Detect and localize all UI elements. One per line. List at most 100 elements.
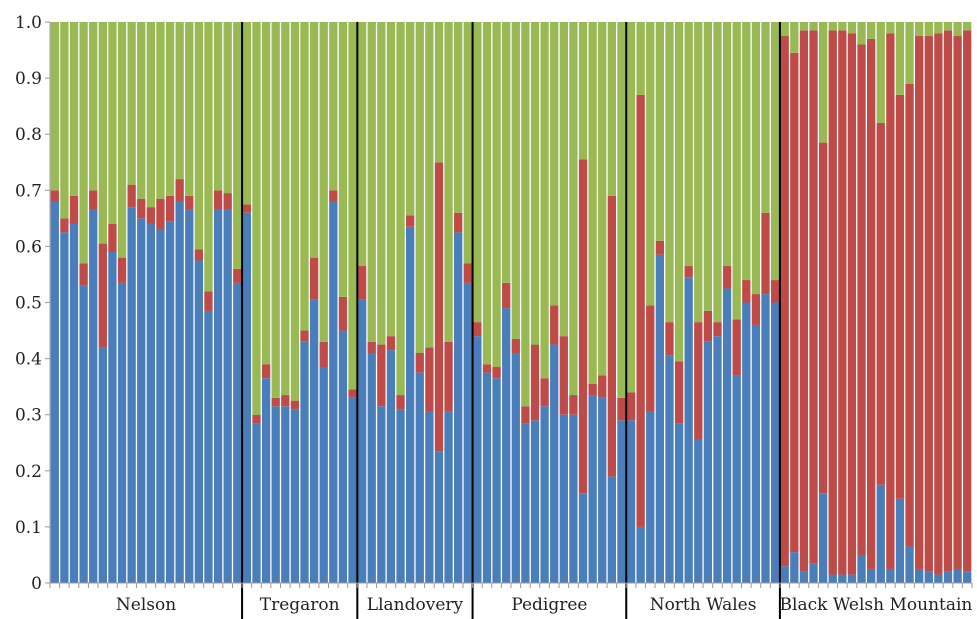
bar-segment-blue bbox=[50, 201, 59, 583]
bar-segment-blue bbox=[377, 406, 386, 583]
bar-segment-green bbox=[434, 22, 444, 163]
bar-segment-red bbox=[867, 38, 876, 569]
bar-segment-red bbox=[444, 341, 453, 412]
bar-segment-blue bbox=[165, 221, 175, 583]
y-tick-label: 0.8 bbox=[15, 125, 42, 145]
bar-segment-red bbox=[377, 344, 386, 407]
bar-segment-green bbox=[156, 22, 165, 199]
bar-segment-blue bbox=[809, 563, 818, 583]
bar-segment-blue bbox=[185, 209, 194, 583]
bar-segment-red bbox=[617, 397, 626, 421]
bar-segment-red bbox=[963, 30, 972, 572]
bar-segment-green bbox=[367, 22, 376, 342]
bar-segment-red bbox=[194, 249, 204, 261]
bar-segment-blue bbox=[386, 350, 396, 583]
bar-segment-blue bbox=[492, 378, 501, 583]
bar-segment-red bbox=[924, 36, 933, 572]
bar-segment-green bbox=[521, 22, 530, 407]
bar-segment-green bbox=[934, 22, 943, 34]
bar-segment-blue bbox=[828, 574, 837, 583]
bar-segment-blue bbox=[934, 574, 943, 583]
bar-segment-blue bbox=[953, 568, 962, 583]
bar-segment-green bbox=[185, 22, 194, 196]
bar-segment-blue bbox=[242, 212, 252, 584]
bar-segment-blue bbox=[98, 347, 107, 583]
bar-segment-red bbox=[89, 190, 98, 210]
y-tick-label: 0.2 bbox=[15, 462, 42, 482]
bar-segment-green bbox=[473, 22, 482, 323]
group-label: North Wales bbox=[650, 595, 757, 615]
bar-segment-green bbox=[117, 22, 127, 258]
bar-segment-blue bbox=[502, 308, 511, 583]
bar-segment-blue bbox=[348, 397, 357, 583]
bar-segment-green bbox=[425, 22, 434, 348]
bar-segment-green bbox=[319, 22, 328, 342]
bar-segment-green bbox=[396, 22, 405, 396]
bar-segment-green bbox=[598, 22, 607, 376]
bar-segment-blue bbox=[473, 336, 482, 583]
bar-segment-red bbox=[300, 330, 309, 342]
bar-segment-red bbox=[117, 257, 127, 283]
bar-segment-blue bbox=[156, 229, 165, 583]
bar-segment-red bbox=[934, 33, 943, 575]
bar-segment-blue bbox=[895, 498, 905, 583]
bar-segment-blue bbox=[569, 414, 578, 583]
bar-segment-red bbox=[261, 364, 271, 379]
bar-segment-red bbox=[607, 195, 616, 477]
bar-segment-blue bbox=[213, 209, 223, 583]
bar-segment-blue bbox=[482, 372, 492, 583]
group-dividers bbox=[241, 22, 781, 619]
bar-segment-blue bbox=[818, 493, 828, 583]
bar-segment-blue bbox=[943, 571, 953, 583]
bar-segment-red bbox=[309, 257, 319, 300]
bar-segment-red bbox=[598, 375, 607, 398]
bar-segment-blue bbox=[598, 397, 607, 583]
bar-segment-red bbox=[761, 212, 770, 295]
bar-segment-red bbox=[60, 218, 69, 233]
bar-segment-blue bbox=[194, 260, 204, 583]
bar-segment-red bbox=[271, 397, 280, 407]
bar-segment-green bbox=[223, 22, 232, 194]
bar-segment-green bbox=[127, 22, 136, 185]
bar-segment-green bbox=[588, 22, 597, 384]
bar-segment-green bbox=[175, 22, 184, 180]
bar-segment-blue bbox=[915, 568, 924, 583]
bar-segment-blue bbox=[281, 406, 290, 583]
y-tick-label: 0.6 bbox=[15, 237, 42, 257]
bar-segment-green bbox=[646, 22, 655, 306]
bar-segment-red bbox=[242, 204, 252, 213]
bar-segment-blue bbox=[886, 568, 895, 583]
bar-segment-red bbox=[838, 30, 847, 575]
bar-segment-blue bbox=[550, 344, 559, 583]
bar-segment-blue bbox=[588, 395, 597, 583]
bar-segment-blue bbox=[117, 282, 127, 583]
bar-segment-red bbox=[799, 30, 809, 572]
bar-segment-red bbox=[108, 223, 117, 253]
bar-segment-green bbox=[50, 22, 59, 191]
bar-segment-blue bbox=[204, 310, 213, 583]
bar-segment-green bbox=[674, 22, 684, 362]
bar-segment-blue bbox=[425, 411, 434, 583]
bar-segment-blue bbox=[761, 294, 770, 583]
bar-segment-green bbox=[530, 22, 540, 345]
bar-segment-red bbox=[156, 198, 165, 230]
bar-segment-green bbox=[300, 22, 309, 331]
bar-segment-green bbox=[876, 22, 885, 123]
bar-segment-red bbox=[511, 338, 520, 353]
bar-segment-green bbox=[69, 22, 79, 196]
bar-segment-green bbox=[482, 22, 492, 365]
bar-segment-red bbox=[463, 263, 472, 283]
bar-segment-green bbox=[329, 22, 338, 191]
bar-segment-blue bbox=[790, 552, 799, 583]
bar-segment-green bbox=[809, 22, 818, 31]
bar-segment-green bbox=[444, 22, 453, 342]
bar-segment-blue bbox=[261, 378, 271, 583]
y-tick-label: 0.4 bbox=[15, 350, 42, 370]
bar-segment-green bbox=[108, 22, 117, 224]
bar-segment-green bbox=[146, 22, 155, 208]
bar-segment-blue bbox=[521, 423, 530, 583]
bar-segment-blue bbox=[338, 330, 348, 583]
bar-segment-green bbox=[867, 22, 876, 39]
bar-segment-red bbox=[751, 294, 761, 325]
bar-segment-red bbox=[713, 322, 722, 337]
